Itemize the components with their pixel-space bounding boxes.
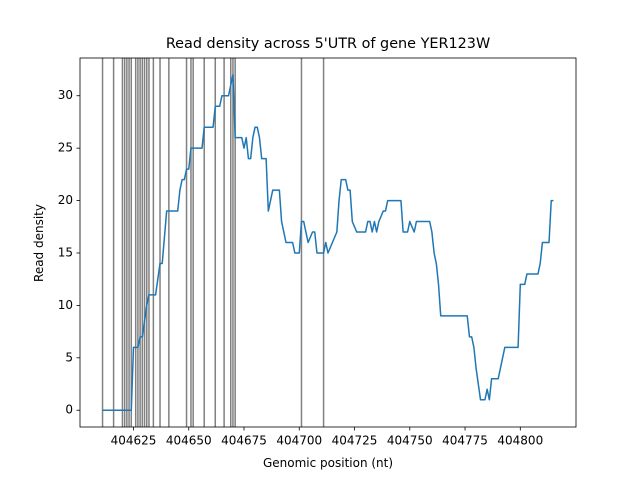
y-tick-label: 30 — [58, 88, 73, 102]
x-tick-label: 404625 — [111, 434, 157, 448]
plot-frame — [79, 57, 577, 428]
y-tick-label: 15 — [58, 245, 73, 259]
y-tick-label: 5 — [65, 350, 73, 364]
x-tick-label: 404775 — [442, 434, 488, 448]
x-axis-label: Genomic position (nt) — [263, 456, 393, 470]
x-tick-label: 404800 — [497, 434, 543, 448]
x-tick-label: 404675 — [221, 434, 267, 448]
x-tick-label: 404750 — [387, 434, 433, 448]
y-tick-label: 0 — [65, 403, 73, 417]
y-axis-label: Read density — [32, 204, 46, 282]
y-tick-label: 25 — [58, 141, 73, 155]
data-line — [102, 74, 554, 411]
x-tick-label: 404725 — [332, 434, 378, 448]
x-tick-label: 404700 — [276, 434, 322, 448]
y-tick-label: 10 — [58, 298, 73, 312]
chart-title: Read density across 5'UTR of gene YER123… — [166, 36, 490, 52]
y-tick-label: 20 — [58, 193, 73, 207]
x-tick-label: 404650 — [166, 434, 212, 448]
